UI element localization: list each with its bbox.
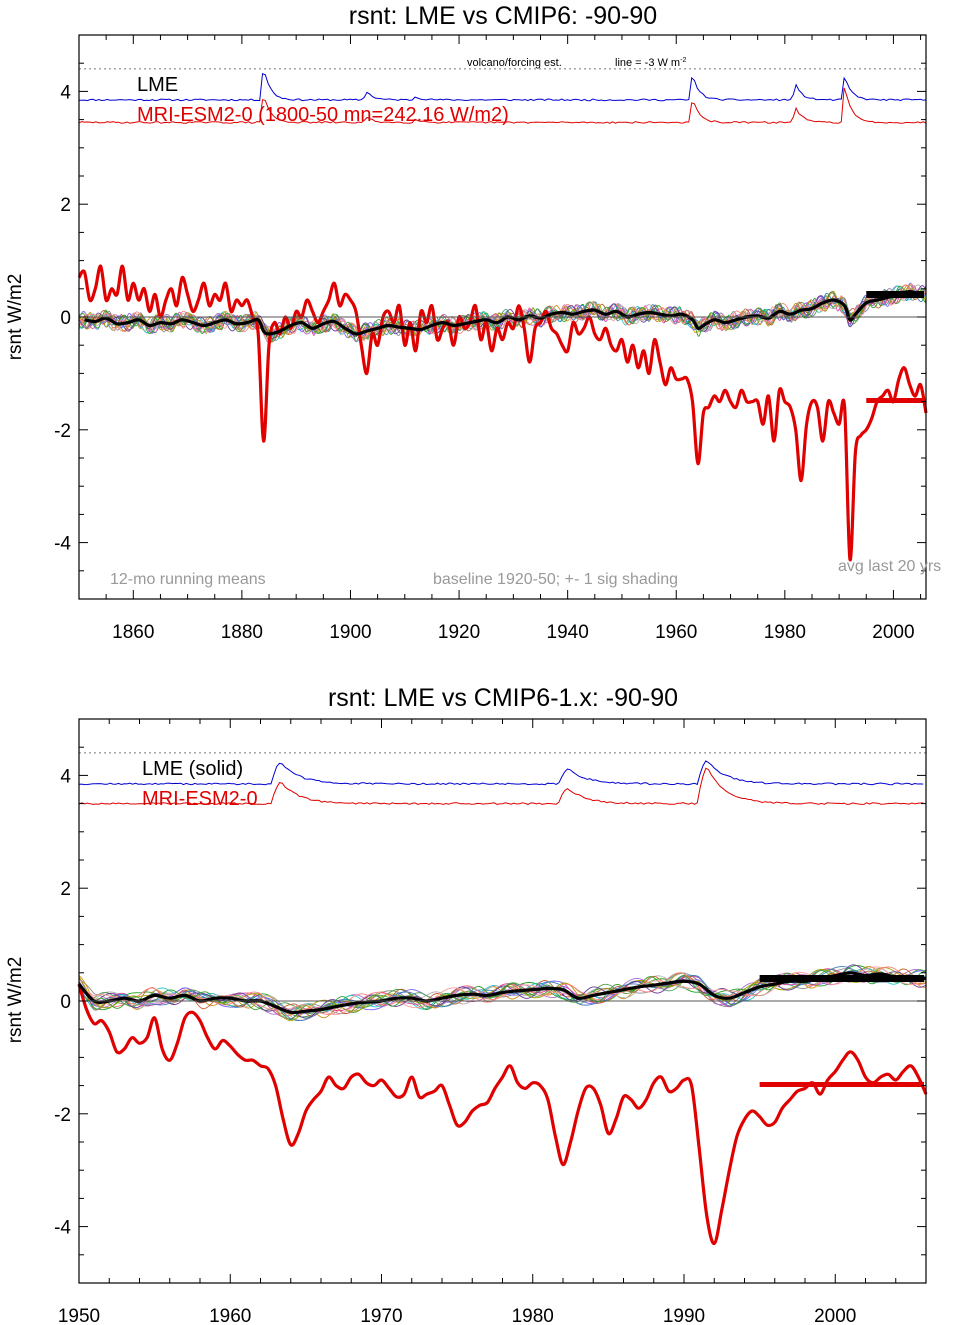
series-lines [77, 264, 928, 562]
axes: -4 -2 0 2 4 1860 1880 1900 1920 1940 1960 1980 2000 [54, 34, 927, 643]
y-axis-label: rsnt W/m2 [5, 274, 26, 361]
x-tick-label: 1940 [547, 622, 589, 643]
x-tick-label: 2000 [814, 1306, 856, 1325]
x-tick-label: 1900 [329, 622, 371, 643]
y-tick-label: -4 [54, 1218, 71, 1239]
x-tick-label: 1980 [764, 622, 806, 643]
forcing-blue-line [78, 760, 924, 786]
forcing-blue-line [78, 72, 927, 102]
axes: -4 -2 0 2 4 1950 1960 1970 1980 1990 2000 [54, 718, 927, 1325]
legend-entry-lme: LME [137, 74, 178, 96]
y-tick-label: 0 [60, 308, 71, 329]
chart-panel-bottom: rsnt: LME vs CMIP6-1.x: -90-90 rsnt W/m2… [5, 684, 928, 1325]
ensemble-member-line [78, 964, 927, 1019]
y-tick-label: 4 [60, 82, 71, 103]
y-tick-label: 4 [60, 766, 71, 787]
annotation-avg-last: avg last 20 yrs [838, 558, 941, 575]
x-tick-label: 1970 [360, 1306, 402, 1325]
annotation-volcano: volcano/forcing est. [467, 57, 562, 69]
forcing-estimates [78, 752, 926, 805]
annotation-line-note: line = -3 W m-2 [615, 57, 686, 69]
x-tick-label: 1860 [112, 622, 154, 643]
legend-entry-mri: MRI-ESM2-0 [142, 788, 258, 810]
annotation-line-note-sup: -2 [680, 57, 686, 64]
x-tick-label: 1880 [221, 622, 263, 643]
forcing-red-line [78, 767, 924, 805]
y-tick-label: 2 [60, 195, 71, 216]
series-mri-line [77, 264, 928, 562]
chart-panel-top: rsnt: LME vs CMIP6: -90-90 rsnt W/m2 -4-… [5, 2, 941, 643]
series-mri-line [77, 983, 928, 1246]
y-tick-label: 0 [60, 992, 71, 1013]
x-tick-label: 1960 [209, 1306, 251, 1325]
annotation-line-note-text: line = -3 W m [615, 57, 680, 69]
y-axis-label: rsnt W/m2 [5, 957, 26, 1044]
y-tick-label: -2 [54, 1105, 71, 1126]
x-tick-label: 1950 [58, 1306, 100, 1325]
legend-entry-lme: LME (solid) [142, 758, 243, 780]
ensemble-member-line [78, 966, 927, 1016]
annotation-baseline: baseline 1920-50; +- 1 sig shading [433, 571, 678, 588]
forcing-red-line [78, 87, 927, 124]
chart-title: rsnt: LME vs CMIP6-1.x: -90-90 [328, 684, 678, 712]
y-tick-label: -2 [54, 421, 71, 442]
chart-title: rsnt: LME vs CMIP6: -90-90 [349, 2, 657, 30]
y-tick-label: -4 [54, 534, 71, 555]
ensemble-member-line [78, 285, 927, 340]
x-tick-label: 1920 [438, 622, 480, 643]
x-tick-label: 1960 [655, 622, 697, 643]
forcing-estimates [78, 68, 927, 124]
legend-entry-mri: MRI-ESM2-0 (1800-50 mn=242.16 W/m2) [137, 104, 509, 126]
y-tick-label: 2 [60, 879, 71, 900]
x-tick-label: 2000 [872, 622, 914, 643]
annotation-running-means: 12-mo running means [110, 571, 266, 588]
series-lines [77, 971, 928, 1246]
x-tick-label: 1990 [663, 1306, 705, 1325]
x-tick-label: 1980 [512, 1306, 554, 1325]
